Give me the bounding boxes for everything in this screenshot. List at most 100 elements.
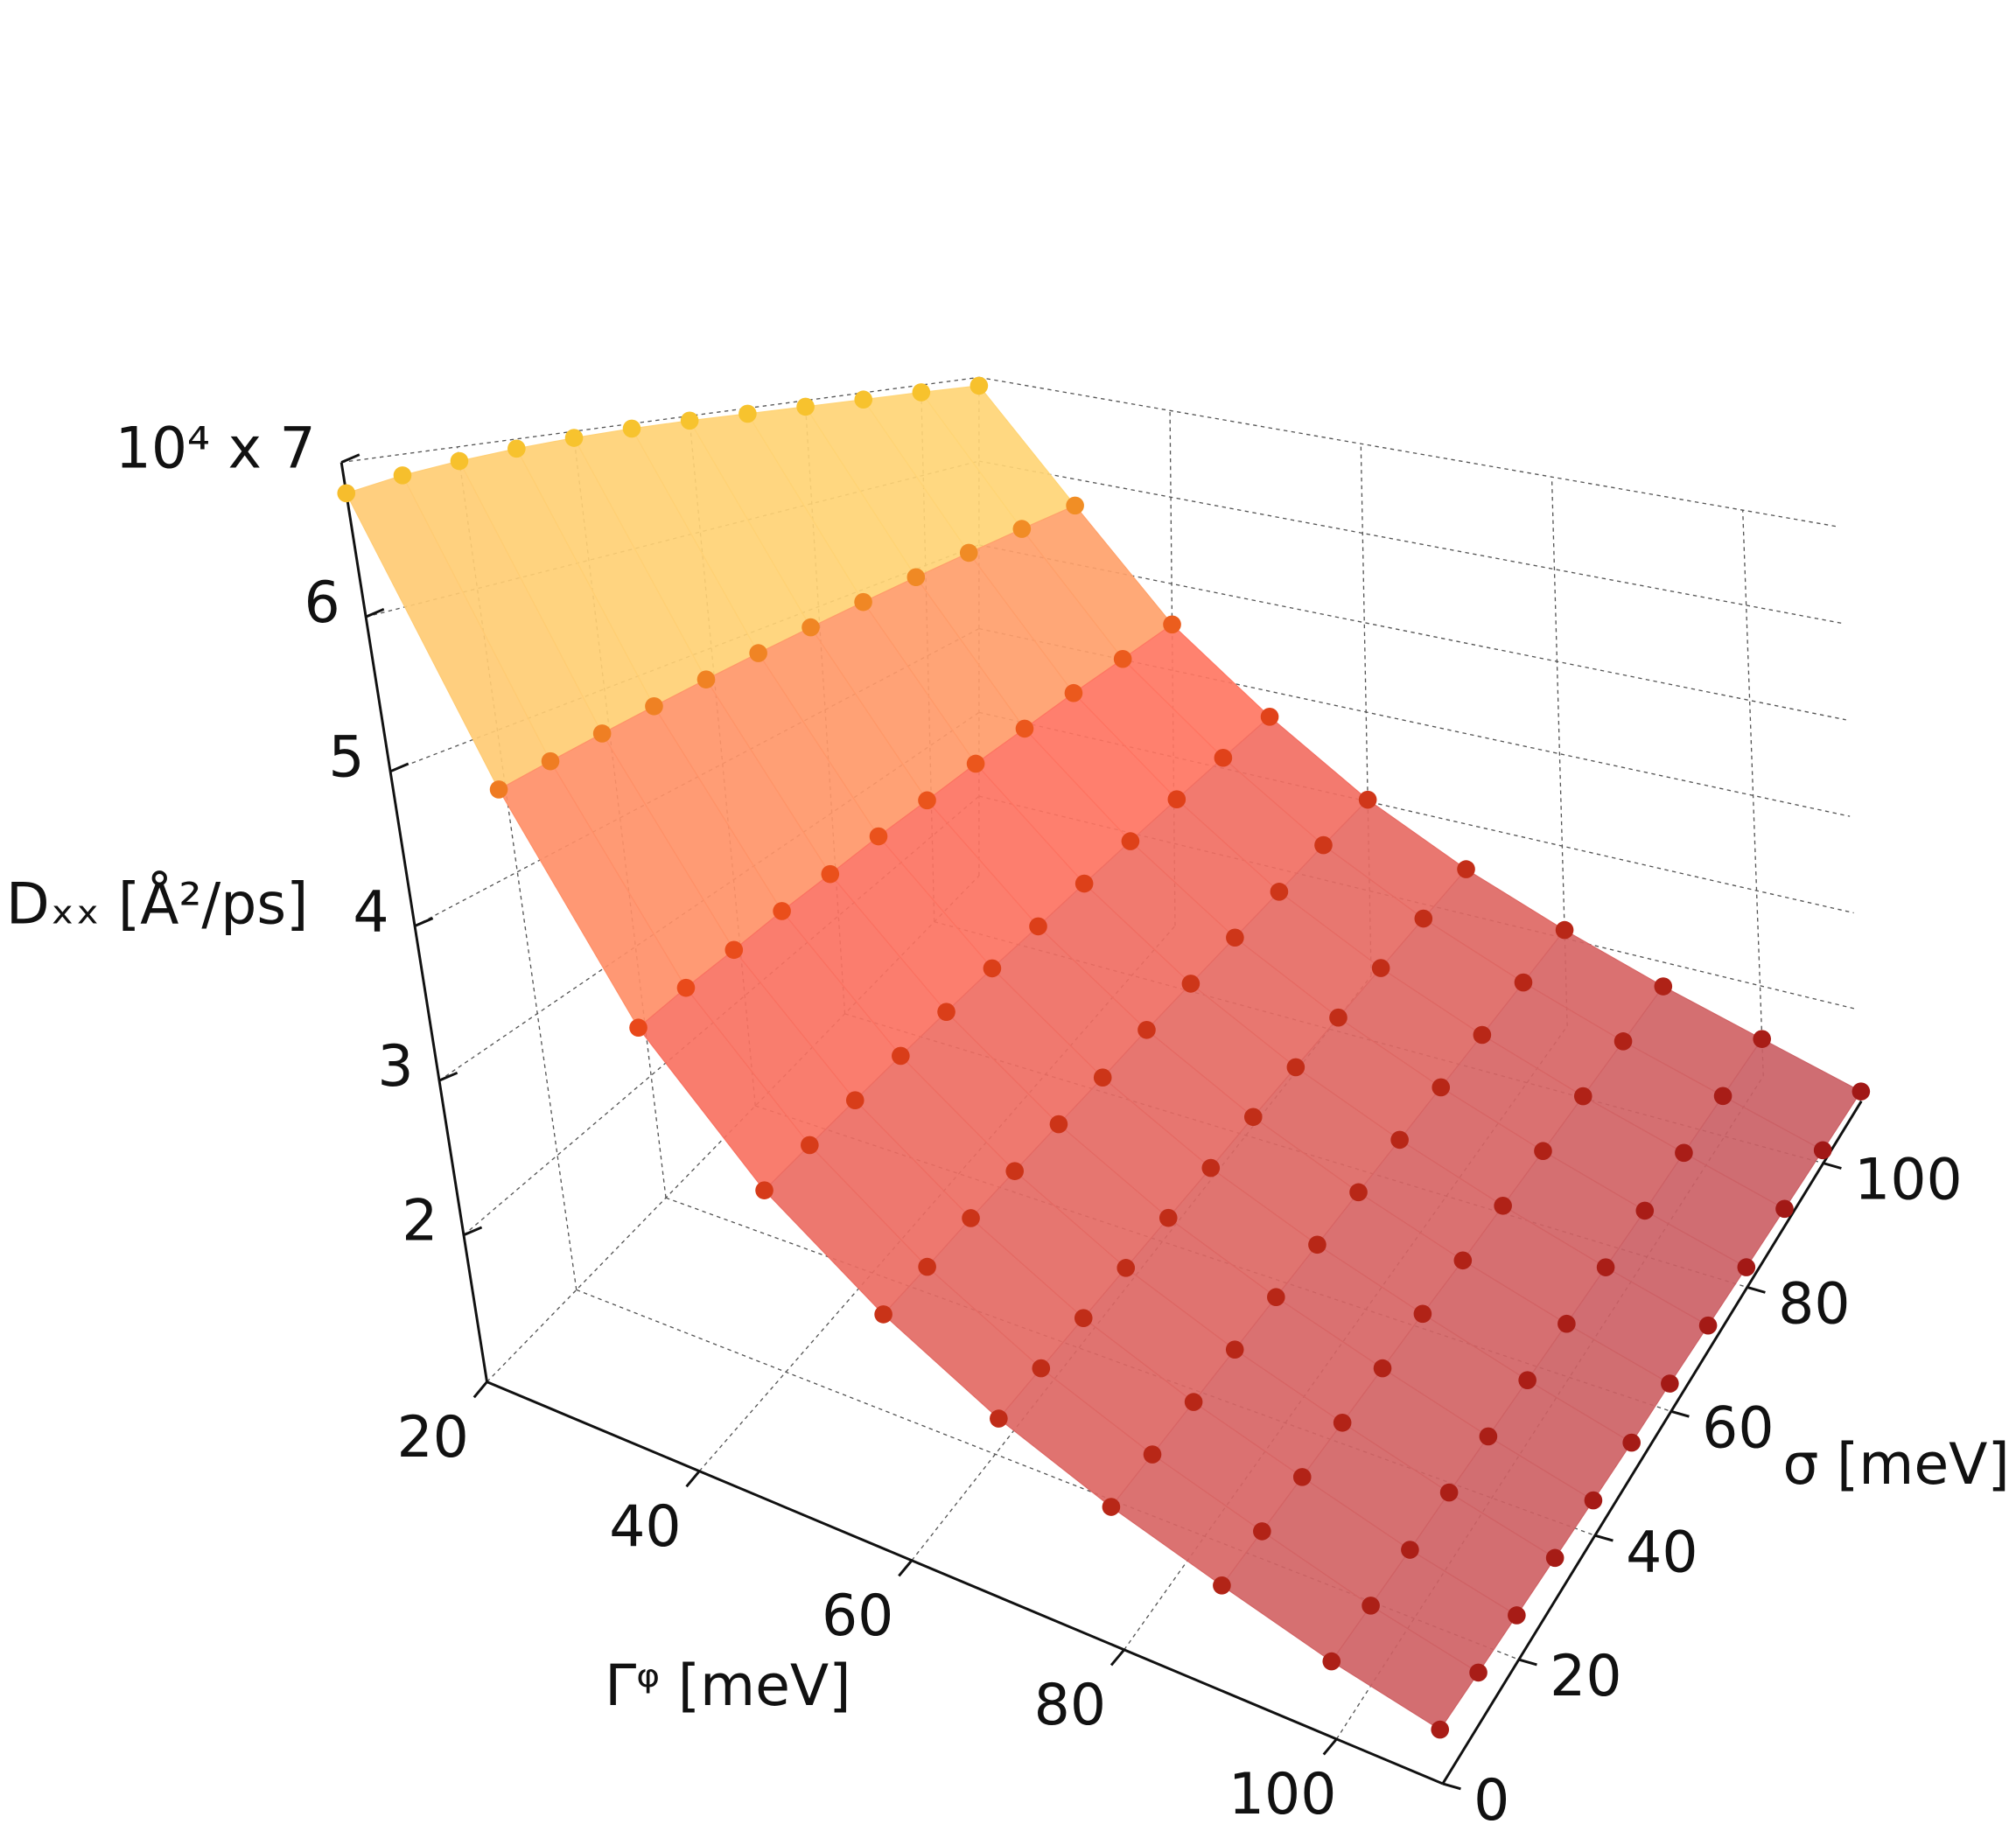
z-tick-label: 10⁴ x 7 xyxy=(116,416,316,481)
data-point xyxy=(1102,1498,1121,1516)
data-point xyxy=(906,568,926,587)
data-point xyxy=(1614,1032,1633,1051)
data-point xyxy=(755,1181,774,1199)
data-point xyxy=(1518,1371,1536,1389)
tick-mark xyxy=(365,607,385,618)
tick-mark xyxy=(1322,1737,1338,1756)
data-point xyxy=(912,383,931,402)
data-point xyxy=(629,1018,648,1038)
data-point xyxy=(966,754,985,773)
y-axis xyxy=(1441,1100,1863,1785)
z-tick-label: 6 xyxy=(304,570,340,636)
data-point xyxy=(1260,707,1279,726)
data-point xyxy=(1138,1020,1156,1039)
data-point xyxy=(1113,649,1132,668)
data-point xyxy=(918,1257,936,1276)
data-point xyxy=(1373,1359,1392,1378)
data-point xyxy=(1308,1235,1326,1254)
data-point xyxy=(1074,874,1094,893)
data-point xyxy=(1469,1663,1488,1682)
data-point xyxy=(1167,790,1186,808)
data-point xyxy=(1074,1309,1093,1327)
data-point xyxy=(1514,973,1533,992)
grid-line xyxy=(665,1197,1596,1536)
data-point xyxy=(1163,615,1181,634)
tick-mark xyxy=(1746,1286,1766,1294)
data-point xyxy=(1181,975,1200,993)
data-point xyxy=(1005,1162,1025,1180)
data-point xyxy=(1253,1522,1271,1541)
data-point xyxy=(1555,920,1574,940)
data-point xyxy=(1775,1199,1794,1219)
data-point xyxy=(1358,790,1377,809)
data-point xyxy=(738,404,757,423)
data-point xyxy=(1012,520,1032,538)
data-point xyxy=(1214,748,1233,767)
data-point xyxy=(1371,959,1390,977)
data-point xyxy=(592,724,612,743)
data-point xyxy=(1508,1606,1526,1625)
data-point xyxy=(1654,977,1673,996)
tick-mark xyxy=(1442,1782,1461,1791)
data-point xyxy=(1349,1183,1368,1202)
data-point xyxy=(1473,1025,1492,1045)
data-point xyxy=(1573,1087,1592,1106)
y-tick-label: 20 xyxy=(1550,1644,1621,1709)
data-point xyxy=(1596,1258,1615,1276)
data-point xyxy=(1622,1433,1641,1452)
data-point xyxy=(337,484,356,503)
data-point xyxy=(680,411,699,430)
grid-line xyxy=(457,446,578,1290)
data-point xyxy=(1457,860,1475,878)
x-tick-label: 40 xyxy=(609,1494,681,1560)
z-axis-title: Dₓₓ [Å²/ps] xyxy=(6,870,308,937)
data-point xyxy=(796,397,815,416)
data-point xyxy=(1534,1142,1552,1161)
data-point xyxy=(821,864,840,884)
data-point xyxy=(1453,1251,1473,1270)
data-point xyxy=(773,902,791,920)
data-point xyxy=(1201,1158,1221,1178)
tick-mark xyxy=(1670,1409,1690,1418)
data-point xyxy=(869,827,888,846)
data-point xyxy=(489,780,508,799)
data-point xyxy=(1243,1108,1263,1127)
data-point xyxy=(854,592,872,611)
data-point xyxy=(1158,1208,1178,1227)
x-tick-label: 20 xyxy=(396,1405,468,1471)
data-point xyxy=(801,1136,819,1155)
x-tick-label: 100 xyxy=(1228,1762,1337,1824)
data-point xyxy=(393,466,412,485)
grid-line xyxy=(1742,510,1764,1077)
grid-line xyxy=(341,376,979,464)
data-point xyxy=(1494,1196,1512,1215)
data-point xyxy=(1267,1288,1285,1307)
data-point xyxy=(983,959,1002,978)
y-tick-label: 0 xyxy=(1474,1768,1509,1824)
data-point xyxy=(1286,1058,1306,1077)
data-point xyxy=(696,670,716,688)
data-point xyxy=(450,451,469,471)
data-point xyxy=(724,940,744,960)
data-point xyxy=(874,1305,892,1324)
y-tick-label: 100 xyxy=(1854,1148,1963,1213)
x-tick-label: 80 xyxy=(1034,1673,1106,1738)
tick-mark xyxy=(472,1380,488,1399)
data-point xyxy=(1314,835,1333,855)
data-point xyxy=(1116,1259,1136,1277)
data-point xyxy=(1270,883,1289,901)
y-tick-label: 80 xyxy=(1778,1272,1850,1338)
data-point xyxy=(1226,928,1244,947)
z-tick-label: 3 xyxy=(377,1034,413,1100)
data-point xyxy=(1635,1201,1655,1220)
data-point xyxy=(1029,917,1047,936)
data-point xyxy=(1143,1445,1162,1464)
data-point xyxy=(1032,1359,1051,1378)
x-axis-title: Γᵠ [meV] xyxy=(605,1653,850,1719)
z-tick-label: 2 xyxy=(402,1189,438,1254)
data-point xyxy=(541,751,560,771)
data-point xyxy=(645,696,663,716)
data-point xyxy=(802,618,820,637)
x-axis xyxy=(486,1380,1444,1786)
tick-mark xyxy=(1110,1648,1125,1667)
